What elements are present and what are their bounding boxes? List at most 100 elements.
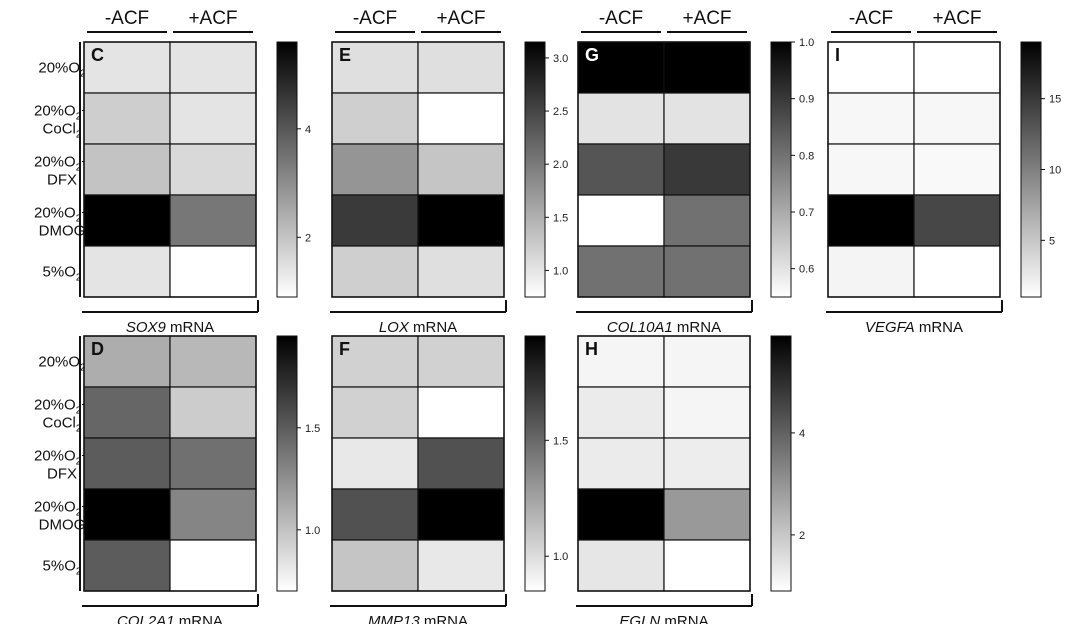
row-label: 5%O2 bbox=[43, 558, 82, 578]
colorbar-tick-label: 0.7 bbox=[799, 207, 814, 219]
column-header: +ACF bbox=[436, 8, 485, 29]
row-label-line2: CoCl2 bbox=[43, 121, 82, 141]
colorbar-tick-label: 1.5 bbox=[553, 435, 568, 447]
xlabel-COL2A1: COL2A1 mRNA bbox=[117, 613, 223, 624]
xlabel-VEGFA: VEGFA mRNA bbox=[865, 319, 963, 336]
heatmap-cell bbox=[331, 194, 419, 247]
heatmap-cell bbox=[169, 143, 257, 196]
colorbar-tick-label: 1.0 bbox=[553, 551, 568, 563]
heatmap-cell bbox=[827, 143, 915, 196]
panel-D: D COL2A1 mRNA 1.0 1.5 bbox=[82, 335, 320, 624]
colorbar-tick-label: 1.0 bbox=[553, 265, 568, 277]
heatmap-cell bbox=[169, 437, 257, 490]
heatmap-cell bbox=[169, 386, 257, 439]
row-label-line2: DFX bbox=[47, 466, 77, 483]
heatmap-cell bbox=[169, 539, 257, 592]
heatmap-cell bbox=[169, 335, 257, 388]
column-header: -ACF bbox=[849, 8, 893, 29]
colorbar bbox=[770, 41, 792, 298]
colorbar-tick-label: 1.0 bbox=[799, 37, 814, 49]
heatmap-cell bbox=[83, 437, 171, 490]
heatmap-cell bbox=[169, 245, 257, 298]
heatmap-cell bbox=[577, 488, 665, 541]
heatmap-cell bbox=[663, 437, 751, 490]
panel-F: F MMP13 mRNA 1.0 1.5 bbox=[330, 335, 568, 624]
heatmap-cell bbox=[169, 194, 257, 247]
xlabel-EGLN: EGLN mRNA bbox=[619, 613, 708, 624]
heatmap-cell bbox=[417, 488, 505, 541]
colorbar-tick-label: 2 bbox=[799, 530, 805, 542]
colorbar-tick-label: 3.0 bbox=[553, 53, 568, 65]
heatmap-cell bbox=[83, 335, 171, 388]
heatmap-cell bbox=[663, 386, 751, 439]
row-label: 20%O2 bbox=[38, 354, 86, 374]
heatmap-cell bbox=[169, 488, 257, 541]
heatmap-cell bbox=[331, 92, 419, 145]
row-label: 20%O2 bbox=[38, 60, 86, 80]
heatmap-cell bbox=[417, 437, 505, 490]
heatmap-cell bbox=[331, 437, 419, 490]
panel-letter: C bbox=[91, 45, 104, 65]
row-label-line2: CoCl2 bbox=[43, 415, 82, 435]
heatmap-cell bbox=[331, 386, 419, 439]
colorbar-tick-label: 0.9 bbox=[799, 94, 814, 106]
heatmap-cell bbox=[913, 143, 1001, 196]
heatmap-cell bbox=[827, 194, 915, 247]
column-header: -ACF bbox=[353, 8, 397, 29]
heatmap-cell bbox=[663, 335, 751, 388]
panel-letter: H bbox=[585, 339, 598, 359]
heatmap-cell bbox=[417, 539, 505, 592]
row-label: 20%O2+ bbox=[34, 499, 90, 519]
heatmap-cell bbox=[577, 92, 665, 145]
colorbar-tick-label: 1.0 bbox=[305, 525, 320, 537]
heatmap-cell bbox=[417, 194, 505, 247]
colorbar-tick-label: 5 bbox=[1049, 235, 1055, 247]
heatmap-cell bbox=[169, 41, 257, 94]
heatmap-cell bbox=[577, 194, 665, 247]
colorbar-tick-label: 10 bbox=[1049, 165, 1061, 177]
colorbar-tick-label: 4 bbox=[305, 124, 311, 136]
heatmap-cell bbox=[83, 41, 171, 94]
colorbar bbox=[524, 335, 546, 592]
heatmap-cell bbox=[331, 539, 419, 592]
panel-frame bbox=[577, 335, 751, 592]
heatmap-cell bbox=[577, 539, 665, 592]
column-header: -ACF bbox=[105, 8, 149, 29]
panel-H: H EGLN mRNA 2 4 bbox=[576, 335, 805, 624]
heatmap-cell bbox=[577, 386, 665, 439]
heatmap-cell bbox=[663, 92, 751, 145]
colorbar bbox=[276, 41, 298, 298]
heatmap-cell bbox=[663, 245, 751, 298]
panel-letter: D bbox=[91, 339, 104, 359]
xlabel-SOX9: SOX9 mRNA bbox=[126, 319, 214, 336]
column-header: -ACF bbox=[599, 8, 643, 29]
heatmap-cell bbox=[83, 386, 171, 439]
xlabel-COL10A1: COL10A1 mRNA bbox=[607, 319, 721, 336]
row-label: 20%O2+ bbox=[34, 448, 90, 468]
panel-letter: F bbox=[339, 339, 350, 359]
colorbar-tick-label: 0.6 bbox=[799, 264, 814, 276]
column-header: +ACF bbox=[682, 8, 731, 29]
panel-frame bbox=[83, 335, 257, 592]
heatmap-cell bbox=[417, 245, 505, 298]
heatmap-cell bbox=[331, 488, 419, 541]
heatmap-cell bbox=[663, 539, 751, 592]
colorbar-tick-label: 2.0 bbox=[553, 159, 568, 171]
colorbar-tick-label: 4 bbox=[799, 428, 805, 440]
colorbar bbox=[1020, 41, 1042, 298]
heatmap-cell bbox=[663, 41, 751, 94]
heatmap-cell bbox=[417, 386, 505, 439]
heatmap-cell bbox=[663, 194, 751, 247]
panel-G: -ACF +ACF G COL10A1 mRNA 0.6 0.7 0.8 0.9 1.0 bbox=[576, 8, 814, 336]
heatmap-cell bbox=[83, 245, 171, 298]
xlabel-LOX: LOX mRNA bbox=[379, 319, 457, 336]
heatmap-cell bbox=[83, 92, 171, 145]
panel-I: -ACF +ACF I VEGFA mRNA 5 10 15 bbox=[826, 8, 1061, 336]
panel-E: -ACF +ACF E LOX mRNA 1.0 1.5 2.0 2.5 3.0 bbox=[330, 8, 568, 336]
heatmap-cell bbox=[83, 143, 171, 196]
heatmap-cell bbox=[827, 92, 915, 145]
column-header: +ACF bbox=[932, 8, 981, 29]
colorbar bbox=[770, 335, 792, 592]
heatmap-cell bbox=[417, 41, 505, 94]
